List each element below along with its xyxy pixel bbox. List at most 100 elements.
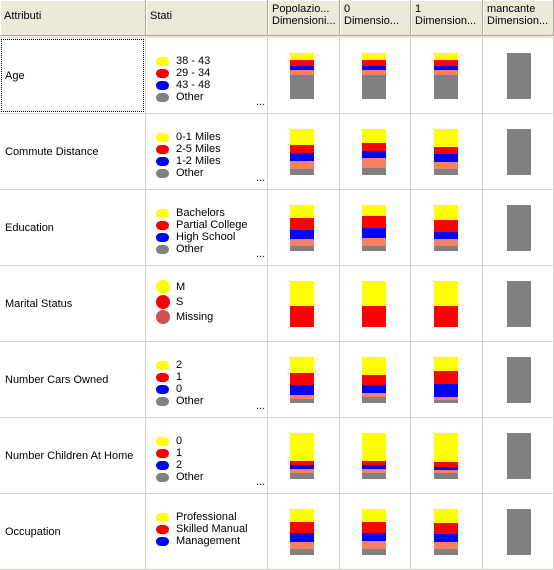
table-row[interactable]: Education Bachelors Partial College High Sc… (0, 190, 554, 266)
missing-bar (507, 509, 531, 555)
bar-segment (434, 219, 458, 232)
table-row[interactable]: Commute Distance 0-1 Miles 2-5 Miles 1-2 Mi… (0, 114, 554, 190)
bar-segment (362, 70, 386, 76)
distribution-cell[interactable] (268, 418, 340, 493)
bar-segment (362, 509, 386, 522)
distribution-cell[interactable] (268, 114, 340, 189)
distribution-cell[interactable] (268, 494, 340, 569)
missing-bar (507, 129, 531, 175)
header-missing[interactable]: mancante Dimension... (483, 0, 554, 36)
attribute-cell[interactable]: Education (0, 190, 146, 265)
states-legend: 0-1 Miles 2-5 Miles 1-2 Miles Other (156, 131, 221, 179)
legend-item: Professional (156, 511, 248, 523)
table-row[interactable]: Occupation Professional Skilled Manual Mana… (0, 494, 554, 570)
stacked-bar (434, 129, 458, 175)
header-cluster-1-line1: 1 (415, 3, 422, 15)
table-row[interactable]: Age 38 - 43 29 - 34 43 - 48 Other... (0, 38, 554, 114)
distribution-cell[interactable] (340, 494, 411, 569)
attribute-cell[interactable]: Occupation (0, 494, 146, 569)
color-swatch-icon (156, 437, 169, 446)
header-attributes[interactable]: Attributi (0, 0, 146, 36)
color-swatch-icon (156, 525, 169, 534)
states-cell[interactable]: M S Missing (146, 266, 268, 341)
header-population[interactable]: Popolazio... Dimensioni... (268, 0, 340, 36)
table-row[interactable]: Number Children At Home 0 1 2 Other... (0, 418, 554, 494)
table-row[interactable]: Number Cars Owned 2 1 0 Other... (0, 342, 554, 418)
distribution-cell[interactable] (340, 114, 411, 189)
stacked-bar (290, 357, 314, 403)
attribute-cell[interactable]: Number Children At Home (0, 418, 146, 493)
legend-label: S (176, 296, 184, 308)
table-row[interactable]: Marital Status M S Missing (0, 266, 554, 342)
color-swatch-icon (156, 280, 170, 294)
bar-segment (434, 154, 458, 163)
states-cell[interactable]: 2 1 0 Other... (146, 342, 268, 417)
states-legend: M S Missing (156, 280, 213, 325)
distribution-cell[interactable] (268, 190, 340, 265)
distribution-cell[interactable] (411, 266, 483, 341)
missing-cell[interactable] (483, 342, 554, 417)
bar-segment (434, 246, 458, 251)
bar-segment (362, 150, 386, 159)
states-legend: Professional Skilled Manual Management (156, 511, 248, 547)
bar-segment (434, 370, 458, 384)
states-cell[interactable]: Professional Skilled Manual Management (146, 494, 268, 569)
missing-cell[interactable] (483, 38, 554, 113)
distribution-cell[interactable] (268, 342, 340, 417)
missing-cell[interactable] (483, 266, 554, 341)
header-states[interactable]: Stati (146, 0, 268, 36)
states-cell[interactable]: 0-1 Miles 2-5 Miles 1-2 Miles Other... (146, 114, 268, 189)
attribute-cell[interactable]: Age (0, 38, 146, 113)
color-swatch-icon (156, 461, 169, 470)
header-missing-line2: Dimension... (487, 15, 549, 27)
bar-segment (290, 385, 314, 396)
attribute-cell[interactable]: Commute Distance (0, 114, 146, 189)
header-attributes-label: Attributi (4, 10, 42, 22)
more-states-indicator: ... (256, 476, 266, 488)
distribution-cell[interactable] (411, 114, 483, 189)
stacked-bar (362, 129, 386, 175)
missing-cell[interactable] (483, 190, 554, 265)
legend-item: 1-2 Miles (156, 155, 221, 167)
missing-cell[interactable] (483, 114, 554, 189)
legend-item: 0-1 Miles (156, 131, 221, 143)
distribution-cell[interactable] (268, 38, 340, 113)
distribution-cell[interactable] (411, 38, 483, 113)
distribution-cell[interactable] (340, 38, 411, 113)
bar-segment (362, 59, 386, 66)
distribution-cell[interactable] (411, 190, 483, 265)
bar-segment (434, 466, 458, 470)
states-cell[interactable]: 38 - 43 29 - 34 43 - 48 Other... (146, 38, 268, 113)
legend-label: Missing (176, 311, 214, 323)
header-population-line1: Popolazio... (272, 3, 330, 15)
color-swatch-icon (156, 373, 169, 382)
distribution-cell[interactable] (340, 266, 411, 341)
states-cell[interactable]: 0 1 2 Other... (146, 418, 268, 493)
distribution-cell[interactable] (340, 190, 411, 265)
distribution-cell[interactable] (340, 418, 411, 493)
missing-cell[interactable] (483, 494, 554, 569)
more-states-indicator: ... (256, 172, 266, 184)
bar-segment (290, 160, 314, 169)
more-states-indicator: ... (256, 400, 266, 412)
attribute-cell[interactable]: Marital Status (0, 266, 146, 341)
distribution-cell[interactable] (411, 418, 483, 493)
states-cell[interactable]: Bachelors Partial College High School Other… (146, 190, 268, 265)
color-swatch-icon (156, 69, 169, 78)
attribute-cell[interactable]: Number Cars Owned (0, 342, 146, 417)
bar-segment (434, 53, 458, 60)
stacked-bar (434, 53, 458, 99)
distribution-cell[interactable] (268, 266, 340, 341)
distribution-cell[interactable] (340, 342, 411, 417)
bar-segment (290, 168, 314, 175)
header-cluster-1[interactable]: 1 Dimension... (411, 0, 483, 36)
states-legend: 0 1 2 Other (156, 435, 204, 483)
header-cluster-0[interactable]: 0 Dimensio... (340, 0, 411, 36)
bar-segment (362, 549, 386, 555)
distribution-cell[interactable] (411, 494, 483, 569)
states-legend: 38 - 43 29 - 34 43 - 48 Other (156, 55, 210, 103)
missing-cell[interactable] (483, 418, 554, 493)
distribution-cell[interactable] (411, 342, 483, 417)
color-swatch-icon (156, 157, 169, 166)
bar-segment (362, 167, 386, 175)
